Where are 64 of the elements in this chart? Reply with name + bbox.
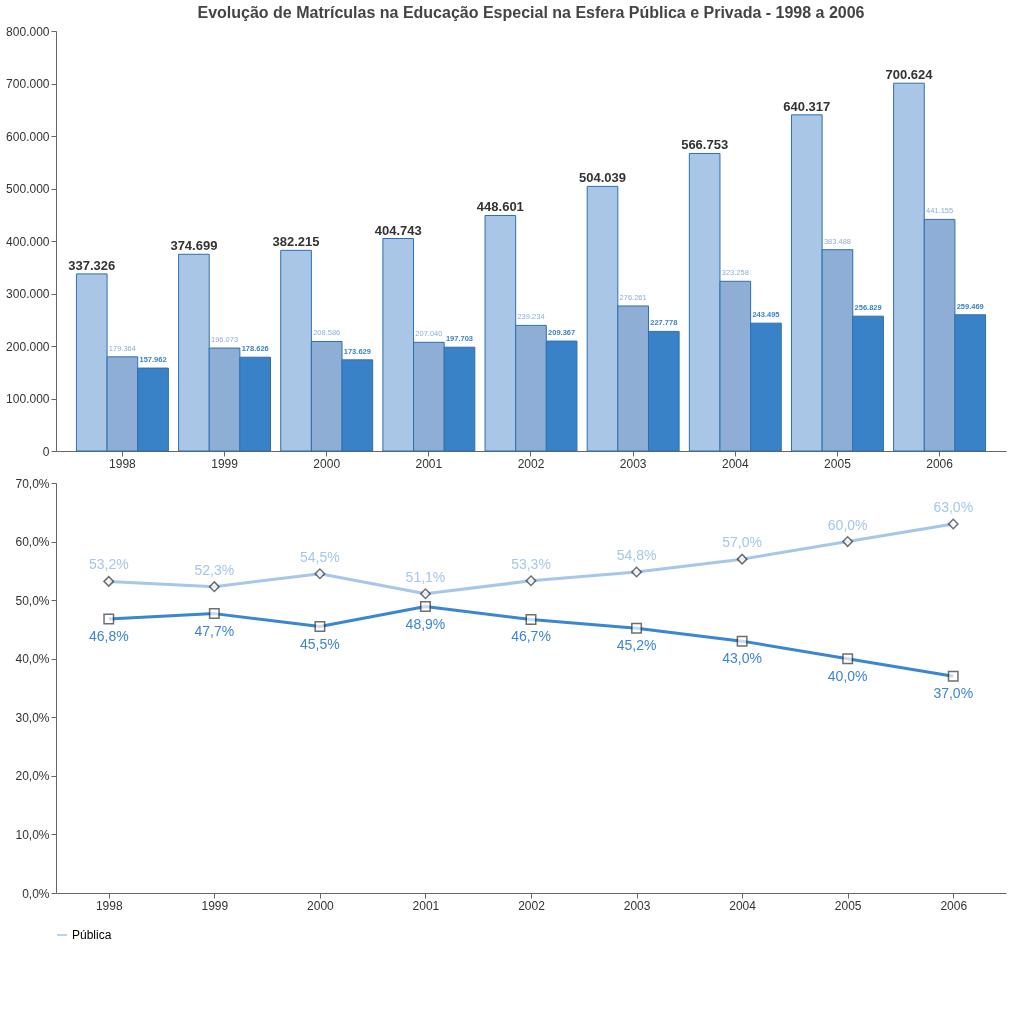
y-tick-label: 500.000 [6, 182, 50, 196]
y-tick-label: 60,0% [15, 535, 50, 550]
x-tick-label: 2004 [721, 456, 749, 471]
y-tick-label: 30,0% [15, 710, 50, 725]
y-tick-label: 300.000 [6, 287, 50, 301]
x-tick-label: 2002 [518, 898, 546, 913]
x-tick-label: 2000 [313, 456, 341, 471]
data-label: 54,8% [616, 547, 657, 564]
data-label: 404.743 [374, 222, 422, 238]
y-tick-label: 600.000 [6, 129, 50, 144]
data-label: 46,8% [88, 627, 129, 644]
y-tick-label: 0 [42, 444, 50, 459]
data-label: 374.699 [170, 238, 218, 254]
y-tick-label: 0,0% [22, 886, 50, 901]
x-tick-label: 2003 [623, 898, 651, 913]
data-label: 46,7% [511, 628, 551, 645]
data-label: 54,5% [300, 548, 340, 565]
data-label: 640.317 [783, 98, 831, 114]
data-label: 337.326 [68, 257, 116, 273]
y-tick-label: 70,0% [15, 476, 50, 491]
data-label: 63,0% [933, 499, 974, 515]
x-tick-label: 2000 [307, 898, 335, 913]
x-tick-label: 1998 [109, 456, 137, 471]
data-label: 48,9% [405, 615, 446, 632]
data-label: 53,3% [511, 555, 551, 572]
data-label: 51,1% [405, 568, 446, 585]
data-label: 53,2% [88, 556, 129, 573]
x-tick-label: 1999 [211, 456, 239, 471]
data-label: 37,0% [933, 685, 974, 702]
x-tick-label: 2005 [834, 898, 862, 913]
y-tick-label: 200.000 [6, 339, 50, 354]
x-tick-label: 2001 [415, 456, 443, 471]
data-label: 52,3% [194, 561, 235, 578]
data-label: 43,0% [722, 650, 762, 667]
data-label: 504.039 [579, 170, 627, 186]
data-label: 382.215 [272, 234, 320, 250]
x-tick-label: 2006 [940, 898, 968, 913]
x-tick-label: 2003 [619, 456, 647, 471]
legend-label: Pública [72, 928, 112, 942]
data-label: 566.753 [681, 137, 729, 153]
data-label: 45,5% [300, 635, 340, 652]
y-tick-label: 50,0% [15, 593, 50, 608]
data-label: 47,7% [194, 622, 235, 639]
x-tick-label: 2001 [412, 898, 440, 913]
x-tick-label: 1999 [201, 898, 229, 913]
y-tick-label: 40,0% [15, 652, 50, 667]
y-tick-label: 700.000 [6, 77, 50, 91]
data-label: 45,2% [616, 637, 657, 654]
y-tick-label: 800.000 [6, 24, 50, 39]
x-tick-label: 2004 [729, 898, 757, 913]
y-tick-label: 400.000 [6, 234, 50, 249]
data-label: 60,0% [827, 516, 868, 533]
data-label: 40,0% [827, 667, 868, 684]
data-label: 700.624 [885, 67, 934, 83]
x-tick-label: 2005 [824, 456, 852, 471]
data-label: 448.601 [476, 199, 524, 215]
x-tick-label: 2002 [517, 456, 545, 471]
y-tick-label: 20,0% [15, 769, 50, 784]
x-tick-label: 2006 [926, 456, 954, 471]
x-tick-label: 1998 [95, 898, 123, 913]
chart-title: Evolução de Matrículas na Educação Especial na Esfera Pública e Privada - 1998 a 2006 [197, 4, 865, 21]
y-tick-label: 100.000 [6, 392, 50, 406]
data-label: 57,0% [722, 534, 762, 551]
y-tick-label: 10,0% [15, 827, 50, 842]
